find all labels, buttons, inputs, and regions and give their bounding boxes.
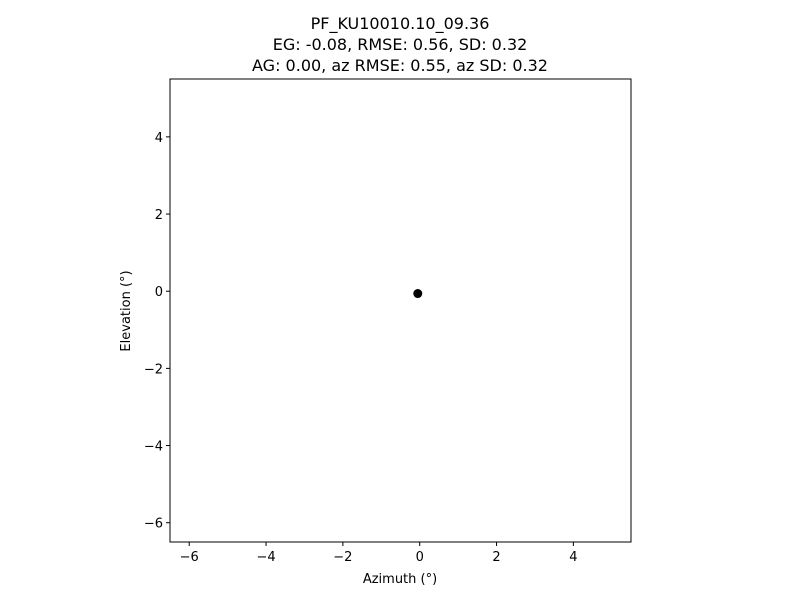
- y-tick-label: −4: [144, 440, 163, 455]
- chart-title-line-3: AG: 0.00, az RMSE: 0.55, az SD: 0.32: [252, 56, 548, 75]
- x-tick-label: 0: [416, 550, 424, 565]
- x-tick-label: 2: [492, 550, 500, 565]
- y-tick-label: 0: [155, 285, 163, 300]
- y-tick-label: −2: [144, 362, 163, 377]
- x-axis-label: Azimuth (°): [363, 572, 437, 587]
- chart-title-line-2: EG: -0.08, RMSE: 0.56, SD: 0.32: [273, 35, 528, 54]
- y-tick-label: −6: [144, 517, 163, 532]
- x-tick-label: −6: [180, 550, 199, 565]
- x-tick-label: −4: [256, 550, 275, 565]
- y-axis: −6 −4 −2 0 2 4: [144, 131, 170, 532]
- plot-frame: [169, 78, 632, 543]
- data-point: [413, 289, 423, 299]
- data-points: [413, 289, 423, 299]
- x-axis: −6 −4 −2 0 2 4: [180, 542, 578, 565]
- plot-area: −6 −4 −2 0 2 4 −6 −4 −2 0 2 4: [144, 78, 632, 565]
- y-tick-label: 4: [155, 131, 163, 146]
- x-tick-label: −2: [333, 550, 352, 565]
- chart-title-line-1: PF_KU10010.10_09.36: [311, 14, 490, 34]
- y-tick-label: 2: [155, 208, 163, 223]
- x-tick-label: 4: [569, 550, 577, 565]
- y-axis-label: Elevation (°): [119, 270, 134, 351]
